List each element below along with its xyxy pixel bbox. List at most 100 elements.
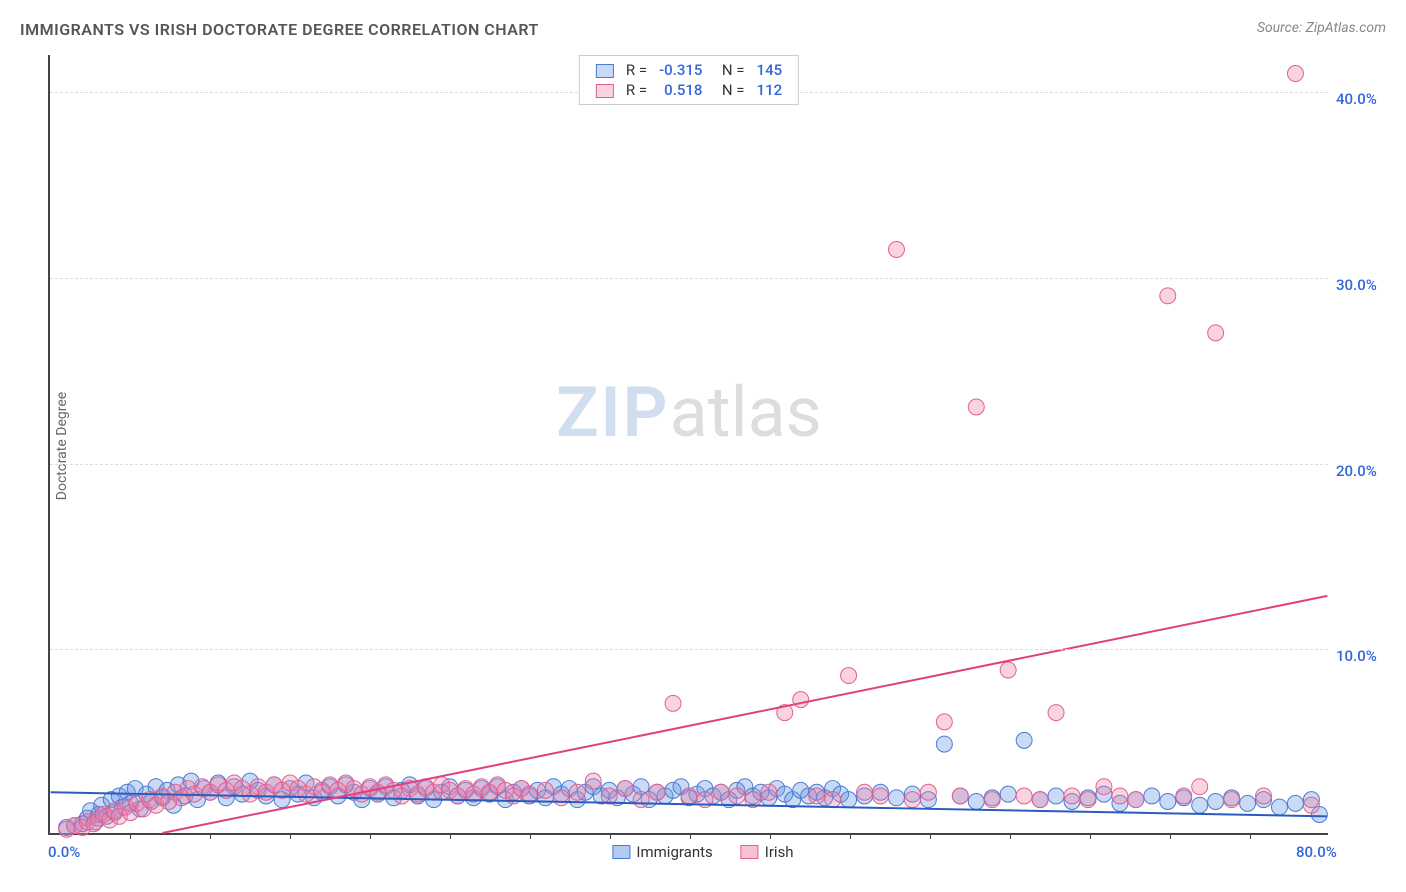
data-point-irish bbox=[649, 784, 665, 800]
data-point-irish bbox=[1096, 779, 1112, 795]
x-tick bbox=[450, 833, 451, 839]
data-point-irish bbox=[521, 786, 537, 802]
x-tick bbox=[1010, 833, 1011, 839]
y-tick-label: 20.0% bbox=[1336, 462, 1377, 480]
data-point-irish bbox=[1000, 662, 1016, 678]
chart-title: IMMIGRANTS VS IRISH DOCTORATE DEGREE COR… bbox=[20, 20, 539, 39]
r-label: R = bbox=[620, 60, 653, 80]
data-point-immigrants bbox=[968, 794, 984, 810]
swatch-immigrants-bottom bbox=[612, 845, 630, 859]
data-point-irish bbox=[617, 781, 633, 797]
stats-legend: R = -0.315 N = 145 R = 0.518 N = 112 bbox=[579, 55, 799, 105]
data-point-immigrants bbox=[1000, 786, 1016, 802]
data-point-irish bbox=[873, 788, 889, 804]
data-point-immigrants bbox=[1287, 795, 1303, 811]
chart-svg bbox=[50, 55, 1328, 833]
data-point-irish bbox=[1224, 792, 1240, 808]
data-point-irish bbox=[585, 773, 601, 789]
data-point-irish bbox=[1256, 788, 1272, 804]
data-point-immigrants bbox=[936, 736, 952, 752]
data-point-irish bbox=[841, 668, 857, 684]
data-point-irish bbox=[825, 792, 841, 808]
data-point-irish bbox=[1112, 788, 1128, 804]
legend-label-irish: Irish bbox=[765, 843, 794, 861]
x-tick bbox=[770, 833, 771, 839]
data-point-irish bbox=[665, 695, 681, 711]
data-point-irish bbox=[1016, 788, 1032, 804]
n-label: N = bbox=[708, 80, 750, 100]
data-point-irish bbox=[681, 788, 697, 804]
x-tick bbox=[1250, 833, 1251, 839]
data-point-irish bbox=[1176, 788, 1192, 804]
r-value-irish: 0.518 bbox=[653, 80, 708, 100]
n-value-irish: 112 bbox=[751, 80, 789, 100]
x-tick bbox=[690, 833, 691, 839]
data-point-irish bbox=[553, 790, 569, 806]
data-point-irish bbox=[601, 788, 617, 804]
n-label: N = bbox=[708, 60, 750, 80]
data-point-immigrants bbox=[1048, 788, 1064, 804]
stats-row-immigrants: R = -0.315 N = 145 bbox=[590, 60, 788, 80]
legend-label-immigrants: Immigrants bbox=[636, 843, 712, 861]
data-point-irish bbox=[537, 782, 553, 798]
legend-item-irish: Irish bbox=[741, 843, 794, 861]
data-point-irish bbox=[1303, 797, 1319, 813]
data-point-irish bbox=[1192, 779, 1208, 795]
data-point-irish bbox=[968, 399, 984, 415]
legend-item-immigrants: Immigrants bbox=[612, 843, 712, 861]
data-point-irish bbox=[888, 242, 904, 258]
x-tick bbox=[130, 833, 131, 839]
x-tick bbox=[530, 833, 531, 839]
x-tick bbox=[370, 833, 371, 839]
y-tick-label: 40.0% bbox=[1336, 90, 1377, 108]
data-point-irish bbox=[1048, 705, 1064, 721]
data-point-irish bbox=[1287, 66, 1303, 82]
swatch-immigrants bbox=[596, 64, 614, 78]
data-point-immigrants bbox=[1192, 797, 1208, 813]
data-point-irish bbox=[633, 792, 649, 808]
data-point-irish bbox=[1160, 288, 1176, 304]
data-point-irish bbox=[920, 784, 936, 800]
r-value-immigrants: -0.315 bbox=[653, 60, 708, 80]
data-point-irish bbox=[1032, 792, 1048, 808]
x-axis-max-label: 80.0% bbox=[1296, 843, 1337, 861]
data-point-irish bbox=[761, 784, 777, 800]
data-point-immigrants bbox=[1160, 794, 1176, 810]
data-point-irish bbox=[984, 792, 1000, 808]
y-tick-label: 30.0% bbox=[1336, 276, 1377, 294]
data-point-immigrants bbox=[1272, 799, 1288, 815]
y-tick-label: 10.0% bbox=[1336, 647, 1377, 665]
data-point-immigrants bbox=[888, 790, 904, 806]
data-point-irish bbox=[713, 784, 729, 800]
x-axis-min-label: 0.0% bbox=[48, 843, 80, 861]
swatch-irish-bottom bbox=[741, 845, 759, 859]
n-value-immigrants: 145 bbox=[751, 60, 789, 80]
series-legend: Immigrants Irish bbox=[612, 843, 793, 861]
x-tick bbox=[610, 833, 611, 839]
data-point-irish bbox=[857, 784, 873, 800]
data-point-immigrants bbox=[1240, 795, 1256, 811]
data-point-irish bbox=[809, 788, 825, 804]
data-point-immigrants bbox=[841, 792, 857, 808]
data-point-immigrants bbox=[1144, 788, 1160, 804]
r-label: R = bbox=[620, 80, 653, 100]
data-point-immigrants bbox=[1016, 732, 1032, 748]
x-tick bbox=[1170, 833, 1171, 839]
data-point-irish bbox=[952, 788, 968, 804]
plot-area: ZIPatlas R = -0.315 N = 145 R = 0.518 N … bbox=[48, 55, 1328, 835]
stats-row-irish: R = 0.518 N = 112 bbox=[590, 80, 788, 100]
data-point-irish bbox=[729, 788, 745, 804]
gridline bbox=[50, 464, 1328, 465]
data-point-immigrants bbox=[1208, 794, 1224, 810]
data-point-irish bbox=[1128, 792, 1144, 808]
swatch-irish bbox=[596, 84, 614, 98]
data-point-irish bbox=[569, 784, 585, 800]
data-point-irish bbox=[904, 792, 920, 808]
data-point-irish bbox=[1064, 788, 1080, 804]
x-tick bbox=[930, 833, 931, 839]
x-tick bbox=[850, 833, 851, 839]
source-attribution: Source: ZipAtlas.com bbox=[1257, 20, 1386, 36]
x-tick bbox=[290, 833, 291, 839]
gridline bbox=[50, 649, 1328, 650]
x-tick bbox=[1090, 833, 1091, 839]
